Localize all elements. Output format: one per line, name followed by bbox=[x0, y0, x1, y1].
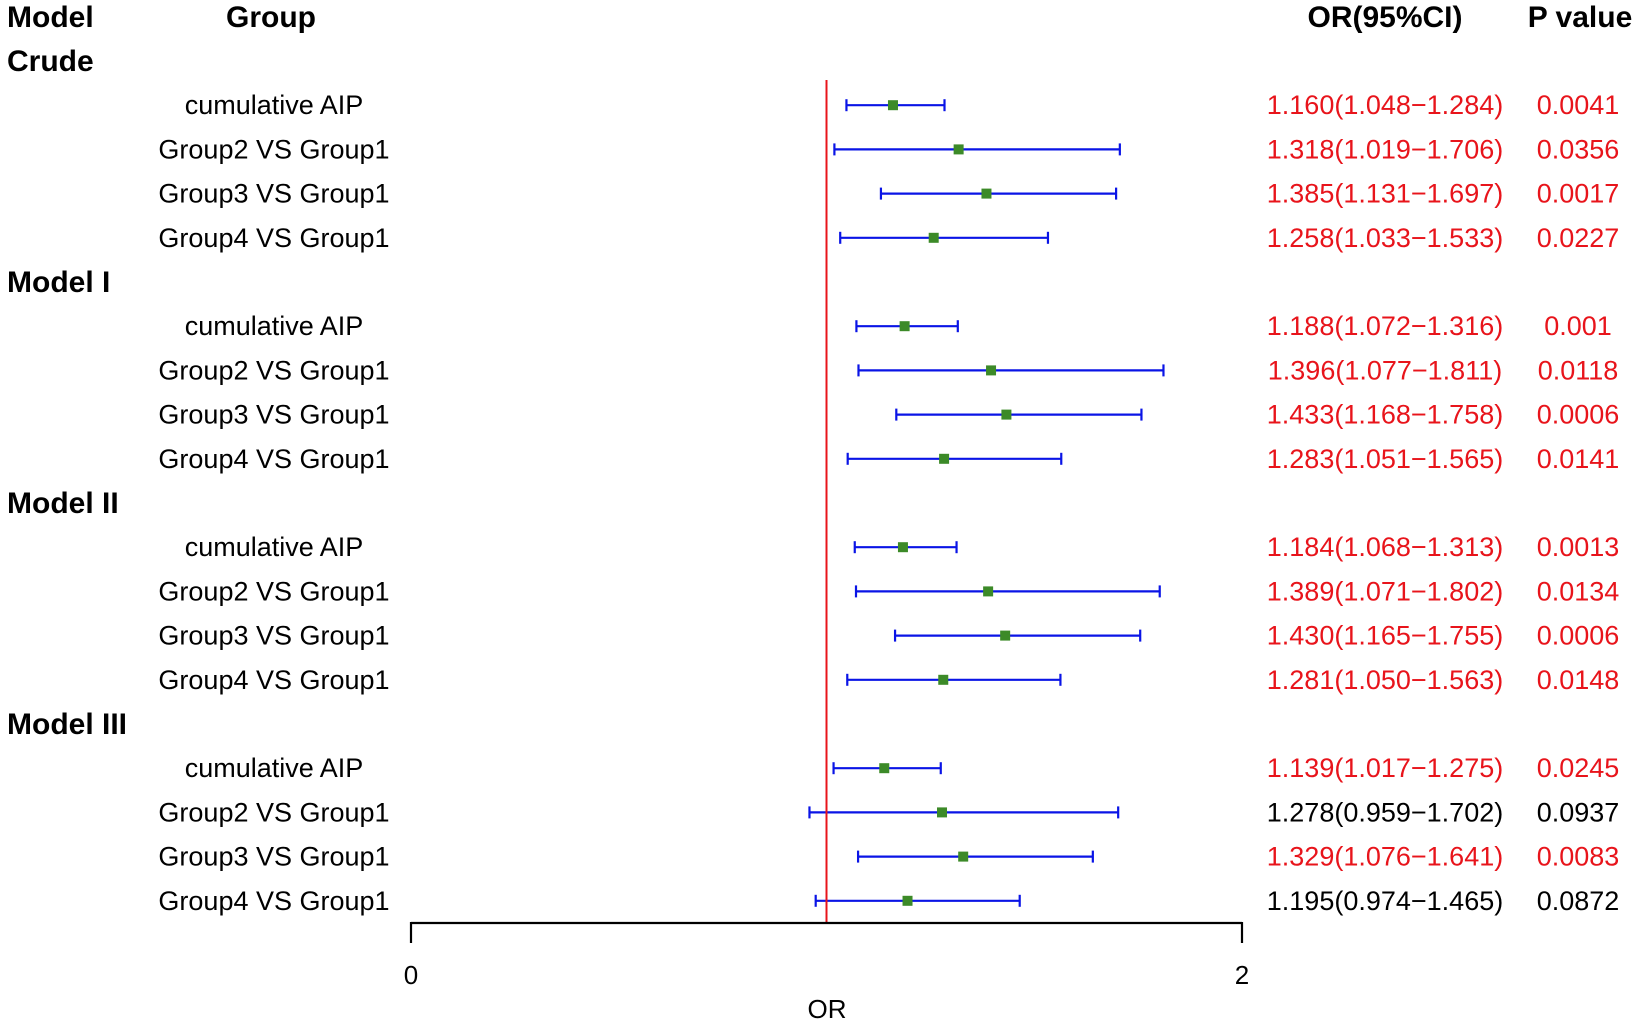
group-label: cumulative AIP bbox=[185, 753, 364, 783]
or-ci-value: 1.160(1.048−1.284) bbox=[1267, 90, 1503, 120]
forest-row: Group2 VS Group1 1.318(1.019−1.706) 0.0356 bbox=[158, 134, 1619, 164]
header-model: Model bbox=[7, 1, 94, 34]
or-ci-value: 1.433(1.168−1.758) bbox=[1267, 400, 1503, 430]
forest-row: Group3 VS Group1 1.430(1.165−1.755) 0.0006 bbox=[158, 621, 1619, 651]
or-ci-value: 1.430(1.165−1.755) bbox=[1267, 621, 1503, 651]
or-ci-value: 1.396(1.077−1.811) bbox=[1268, 355, 1502, 385]
or-point bbox=[887, 100, 898, 111]
forest-row: Group2 VS Group1 1.389(1.071−1.802) 0.0134 bbox=[158, 576, 1619, 606]
group-label: Group3 VS Group1 bbox=[158, 179, 389, 209]
forest-row: Group3 VS Group1 1.385(1.131−1.697) 0.0017 bbox=[158, 179, 1619, 209]
p-value: 0.0118 bbox=[1538, 355, 1619, 385]
group-label: cumulative AIP bbox=[185, 532, 364, 562]
or-point bbox=[1000, 630, 1011, 641]
or-ci-value: 1.184(1.068−1.313) bbox=[1267, 532, 1503, 562]
or-ci-value: 1.329(1.076−1.641) bbox=[1267, 842, 1503, 872]
header-or-ci: OR(95%CI) bbox=[1307, 1, 1462, 34]
or-ci-value: 1.195(0.974−1.465) bbox=[1267, 886, 1503, 916]
or-ci-value: 1.281(1.050−1.563) bbox=[1267, 665, 1503, 695]
forest-row: Group2 VS Group1 1.278(0.959−1.702) 0.0937 bbox=[158, 797, 1619, 827]
or-point bbox=[937, 807, 948, 818]
group-label: Group4 VS Group1 bbox=[158, 223, 389, 253]
group-label: Group2 VS Group1 bbox=[158, 576, 389, 606]
or-ci-value: 1.188(1.072−1.316) bbox=[1267, 311, 1503, 341]
or-point bbox=[899, 321, 910, 332]
group-label: Group3 VS Group1 bbox=[158, 842, 389, 872]
group-label: Group2 VS Group1 bbox=[158, 134, 389, 164]
p-value: 0.0006 bbox=[1537, 621, 1620, 651]
p-value: 0.0083 bbox=[1537, 842, 1620, 872]
p-value: 0.0041 bbox=[1537, 90, 1620, 120]
p-value: 0.0937 bbox=[1537, 797, 1620, 827]
forest-row: Group4 VS Group1 1.281(1.050−1.563) 0.0148 bbox=[158, 665, 1619, 695]
or-point bbox=[897, 542, 908, 553]
group-label: cumulative AIP bbox=[185, 90, 364, 120]
p-value: 0.0141 bbox=[1537, 444, 1620, 474]
forest-row: Group2 VS Group1 1.396(1.077−1.811) 0.0118 bbox=[158, 355, 1618, 385]
forest-row: Group4 VS Group1 1.283(1.051−1.565) 0.0141 bbox=[158, 444, 1619, 474]
forest-row: cumulative AIP 1.188(1.072−1.316) 0.001 bbox=[185, 311, 1612, 341]
p-value: 0.0356 bbox=[1537, 134, 1620, 164]
or-point bbox=[902, 895, 913, 906]
header-p-value: P value bbox=[1528, 1, 1633, 34]
or-point bbox=[928, 232, 939, 243]
group-label: Group3 VS Group1 bbox=[158, 621, 389, 651]
forest-row: Group3 VS Group1 1.329(1.076−1.641) 0.0083 bbox=[158, 842, 1619, 872]
group-label: Group4 VS Group1 bbox=[158, 886, 389, 916]
or-ci-value: 1.139(1.017−1.275) bbox=[1267, 753, 1503, 783]
model-label: Model II bbox=[7, 487, 119, 520]
forest-row: cumulative AIP 1.139(1.017−1.275) 0.0245 bbox=[185, 753, 1620, 783]
or-point bbox=[938, 674, 949, 685]
or-ci-value: 1.389(1.071−1.802) bbox=[1267, 576, 1503, 606]
p-value: 0.0245 bbox=[1537, 753, 1620, 783]
group-label: Group3 VS Group1 bbox=[158, 400, 389, 430]
or-point bbox=[939, 453, 950, 464]
p-value: 0.0134 bbox=[1537, 576, 1620, 606]
or-point bbox=[879, 763, 890, 774]
group-label: Group2 VS Group1 bbox=[158, 355, 389, 385]
model-label: Model I bbox=[7, 266, 110, 299]
forest-row: cumulative AIP 1.160(1.048−1.284) 0.0041 bbox=[185, 90, 1620, 120]
or-point bbox=[1001, 409, 1012, 420]
or-point bbox=[986, 365, 997, 376]
or-ci-value: 1.385(1.131−1.697) bbox=[1267, 179, 1503, 209]
or-ci-value: 1.278(0.959−1.702) bbox=[1267, 797, 1503, 827]
group-label: cumulative AIP bbox=[185, 311, 364, 341]
header-group: Group bbox=[226, 1, 316, 34]
forest-row: Group3 VS Group1 1.433(1.168−1.758) 0.0006 bbox=[158, 400, 1619, 430]
group-label: Group2 VS Group1 bbox=[158, 797, 389, 827]
p-value: 0.001 bbox=[1544, 311, 1612, 341]
model-label: Crude bbox=[7, 45, 94, 78]
group-label: Group4 VS Group1 bbox=[158, 444, 389, 474]
or-ci-value: 1.283(1.051−1.565) bbox=[1267, 444, 1503, 474]
group-label: Group4 VS Group1 bbox=[158, 665, 389, 695]
x-tick-label: 0 bbox=[404, 960, 418, 990]
x-axis-label: OR bbox=[808, 994, 847, 1022]
or-ci-value: 1.258(1.033−1.533) bbox=[1267, 223, 1503, 253]
rows-layer: Crude cumulative AIP 1.160(1.048−1.284) 0.0… bbox=[7, 45, 1619, 916]
forest-row: Group4 VS Group1 1.258(1.033−1.533) 0.0227 bbox=[158, 223, 1619, 253]
p-value: 0.0013 bbox=[1537, 532, 1620, 562]
x-tick-label: 2 bbox=[1235, 960, 1249, 990]
p-value: 0.0227 bbox=[1537, 223, 1620, 253]
or-ci-value: 1.318(1.019−1.706) bbox=[1267, 134, 1503, 164]
or-point bbox=[953, 144, 964, 155]
or-point bbox=[981, 188, 992, 199]
forest-row: cumulative AIP 1.184(1.068−1.313) 0.0013 bbox=[185, 532, 1620, 562]
p-value: 0.0148 bbox=[1537, 665, 1620, 695]
p-value: 0.0006 bbox=[1537, 400, 1620, 430]
p-value: 0.0872 bbox=[1537, 886, 1620, 916]
p-value: 0.0017 bbox=[1537, 179, 1620, 209]
or-point bbox=[958, 851, 969, 862]
model-label: Model III bbox=[7, 708, 127, 741]
or-point bbox=[983, 586, 994, 597]
forest-row: Group4 VS Group1 1.195(0.974−1.465) 0.0872 bbox=[158, 886, 1619, 916]
